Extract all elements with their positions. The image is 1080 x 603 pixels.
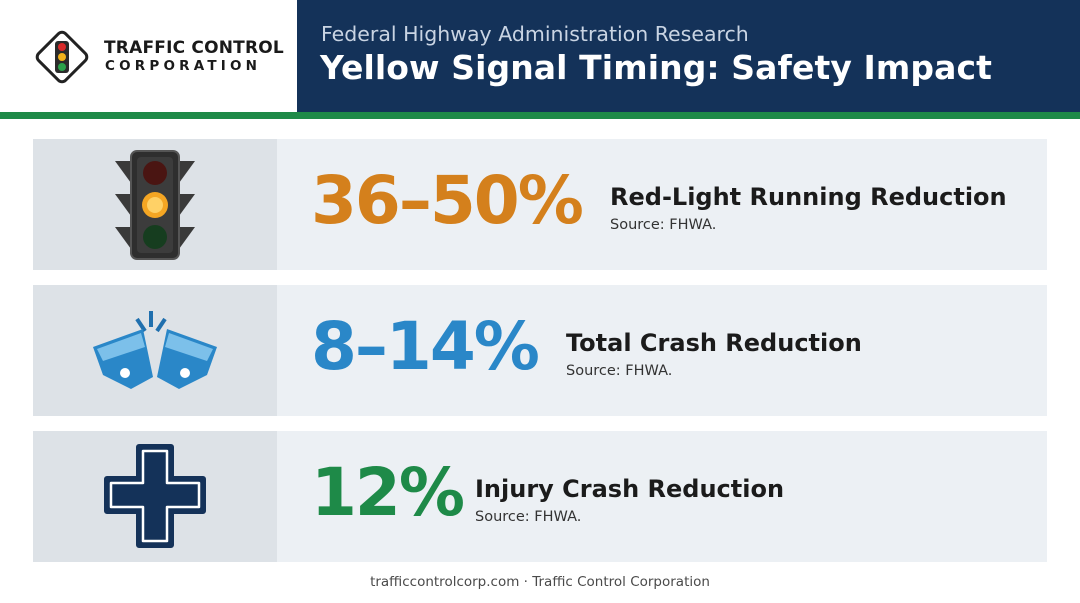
page-title: Yellow Signal Timing: Safety Impact [320, 48, 993, 87]
stat-value: 8–14% [311, 308, 540, 385]
brand-name: TRAFFIC CONTROL [104, 38, 284, 58]
stat-value: 36–50% [311, 162, 584, 239]
header: TRAFFIC CONTROL CORPORATION Federal High… [0, 0, 1080, 112]
stat-icon-cell [33, 431, 277, 562]
stat-label: Total Crash Reduction [566, 329, 862, 357]
medical-cross-icon [104, 444, 206, 548]
brand-subname: CORPORATION [105, 58, 262, 74]
stat-icon-cell [33, 285, 277, 416]
traffic-light-icon [115, 150, 195, 260]
title-band [297, 0, 1080, 112]
stat-card-red-light: 36–50% Red-Light Running Reduction Sourc… [33, 139, 1047, 270]
traffic-light-diamond-icon [35, 30, 89, 84]
header-kicker: Federal Highway Administration Research [321, 22, 749, 46]
stat-label: Red-Light Running Reduction [610, 183, 1007, 211]
car-collision-icon [93, 311, 217, 389]
stat-source: Source: FHWA. [610, 217, 717, 233]
stat-card-injury-crash: 12% Injury Crash Reduction Source: FHWA. [33, 431, 1047, 562]
stat-icon-cell [33, 139, 277, 270]
logo-area: TRAFFIC CONTROL CORPORATION [0, 0, 297, 112]
footer-text: trafficcontrolcorp.com · Traffic Control… [370, 574, 710, 590]
stat-source: Source: FHWA. [475, 509, 582, 525]
stat-label: Injury Crash Reduction [475, 475, 785, 503]
stat-source: Source: FHWA. [566, 363, 673, 379]
stat-card-total-crash: 8–14% Total Crash Reduction Source: FHWA… [33, 285, 1047, 416]
stat-value: 12% [311, 454, 465, 531]
accent-rule [0, 112, 1080, 119]
